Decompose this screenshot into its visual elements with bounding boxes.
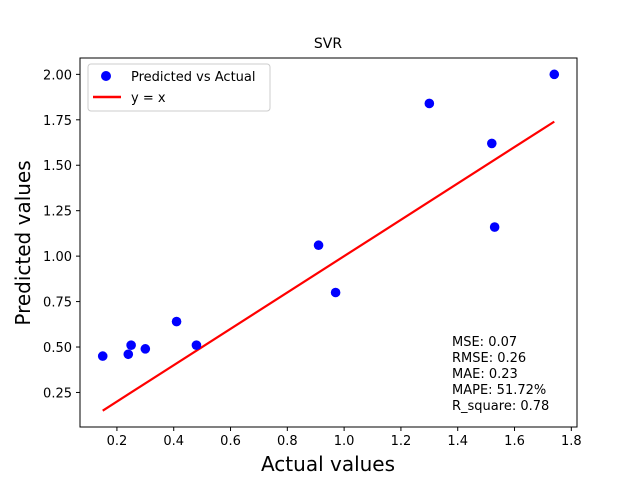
plot-frame xyxy=(79,57,578,428)
identity-line xyxy=(102,120,555,412)
scatter-point xyxy=(424,98,435,109)
x-tick-label: 0.2 xyxy=(107,434,128,449)
y-tick-label: 0.75 xyxy=(43,296,72,311)
x-tick-label: 1.0 xyxy=(334,434,355,449)
plot-background xyxy=(80,58,577,427)
scatter-point xyxy=(487,138,497,149)
metric-r-square: R_square: 0.78 xyxy=(452,399,549,414)
y-tick-label: 0.25 xyxy=(43,386,72,401)
legend: Predicted vs Actual y = x xyxy=(87,63,271,112)
scatter-point xyxy=(549,69,560,80)
y-axis-label: Predicted values xyxy=(11,160,35,325)
scatter-point xyxy=(191,340,202,351)
scatter-point xyxy=(489,222,500,232)
scatter-point xyxy=(171,316,182,327)
x-tick-label: 0.6 xyxy=(220,434,241,449)
metrics-annotation: MSE: 0.07 RMSE: 0.26 MAE: 0.23 MAPE: 51.… xyxy=(452,335,549,414)
metric-mse: MSE: 0.07 xyxy=(452,335,517,350)
y-tick-label: 1.75 xyxy=(43,114,72,129)
x-tick-label: 1.8 xyxy=(561,434,582,449)
legend-marker-scatter xyxy=(101,71,111,81)
legend-label-scatter: Predicted vs Actual xyxy=(131,70,255,85)
scatter-point xyxy=(123,349,134,360)
scatter-point xyxy=(97,351,108,361)
x-tick-label: 1.2 xyxy=(391,434,412,449)
metric-mae: MAE: 0.23 xyxy=(452,367,518,382)
x-tick-label: 1.4 xyxy=(447,434,468,449)
plot-area xyxy=(79,57,578,428)
y-tick-label: 1.00 xyxy=(43,250,72,265)
metric-mape: MAPE: 51.72% xyxy=(452,383,546,398)
scatter-point xyxy=(140,344,151,354)
y-tick-label: 2.00 xyxy=(43,68,72,83)
y-tick-label: 1.25 xyxy=(43,205,72,220)
x-axis-ticks: 0.2 0.4 0.6 0.8 1.0 1.2 1.4 1.6 1.8 xyxy=(107,427,582,449)
y-axis-ticks: 0.25 0.50 0.75 1.00 1.25 1.50 1.75 2.00 xyxy=(43,68,80,401)
legend-label-line: y = x xyxy=(131,91,166,106)
chart-title: SVR xyxy=(314,36,342,52)
x-axis-label: Actual values xyxy=(261,452,395,476)
y-tick-label: 1.50 xyxy=(43,159,72,174)
x-tick-label: 0.4 xyxy=(163,434,184,449)
metric-rmse: RMSE: 0.26 xyxy=(452,351,526,366)
y-tick-label: 0.50 xyxy=(43,341,72,356)
scatter-point xyxy=(330,287,341,298)
scatter-point xyxy=(313,240,324,251)
legend-box xyxy=(87,63,271,112)
x-tick-label: 1.6 xyxy=(504,434,525,449)
series-layer xyxy=(97,69,560,412)
scatter-point xyxy=(126,340,136,351)
x-tick-label: 0.8 xyxy=(277,434,298,449)
